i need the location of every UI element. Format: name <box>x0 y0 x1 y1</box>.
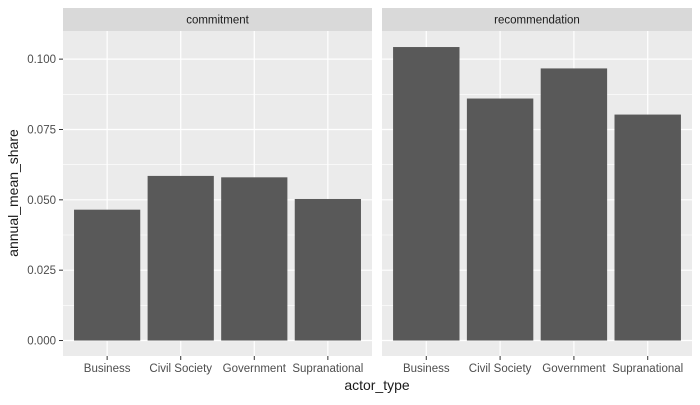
facet-panel-recommendation: recommendation Business Civil Society Gover… <box>382 8 692 375</box>
facet-strip-label: recommendation <box>494 15 580 27</box>
bar-commitment-civil-society <box>147 175 214 341</box>
y-axis: 0.000 0.025 0.050 0.075 0.100 <box>27 54 63 348</box>
bar-recommendation-business <box>393 47 460 341</box>
facet-strip-label: commitment <box>186 15 249 27</box>
x-axis-title: actor_type <box>344 377 410 393</box>
x-tick-label: Supranational <box>612 363 683 375</box>
bar-recommendation-supranational <box>614 114 681 341</box>
y-tick-label: 0.075 <box>27 124 56 136</box>
bar-commitment-business <box>74 209 141 341</box>
y-tick-label: 0.050 <box>27 195 56 207</box>
bar-commitment-government <box>221 177 288 341</box>
facet-strip <box>63 8 372 31</box>
y-tick-label: 0.100 <box>27 54 56 66</box>
x-tick-label: Civil Society <box>469 363 532 375</box>
y-tick-label: 0.000 <box>27 336 56 348</box>
facet-strip <box>382 8 692 31</box>
y-axis-title: annual_mean_share <box>5 129 21 257</box>
x-tick-label: Government <box>542 363 606 375</box>
x-tick-label: Supranational <box>292 363 363 375</box>
x-tick-label: Civil Society <box>149 363 212 375</box>
facet-panel-commitment: commitment Business Civil Society Governmen… <box>63 8 372 375</box>
x-tick-label: Business <box>403 363 450 375</box>
y-tick-label: 0.025 <box>27 265 56 277</box>
bar-commitment-supranational <box>294 198 361 341</box>
x-tick-label: Government <box>223 363 287 375</box>
x-tick-label: Business <box>84 363 131 375</box>
panels-layer: commitment Business Civil Society Governmen… <box>63 8 692 375</box>
bar-recommendation-government <box>540 68 608 341</box>
bar-recommendation-civil-society <box>466 98 534 341</box>
